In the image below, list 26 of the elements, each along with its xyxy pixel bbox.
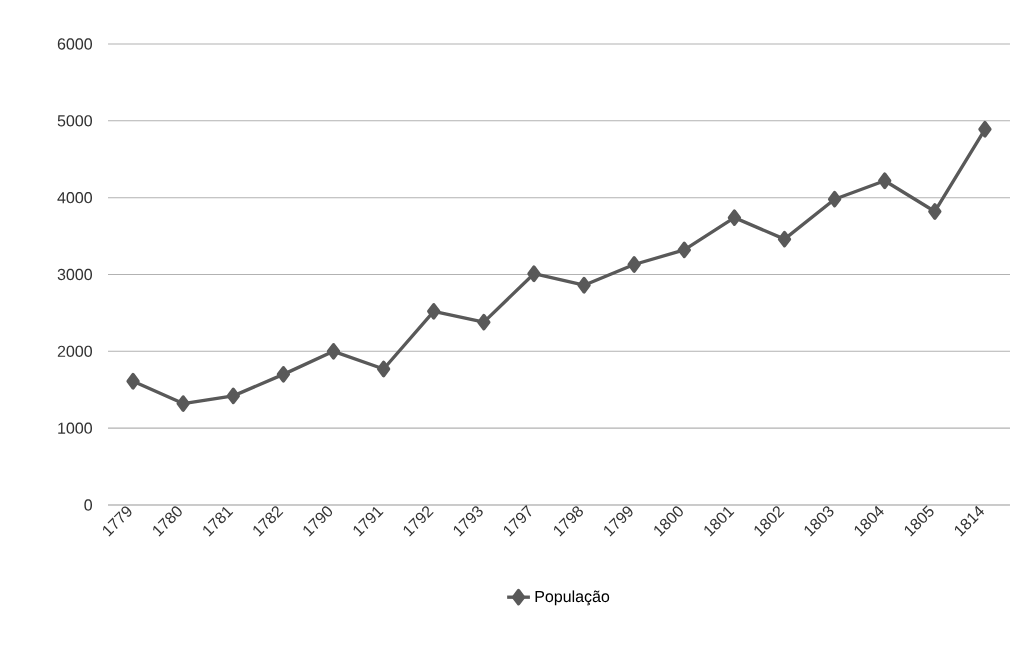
- point: [176, 395, 190, 412]
- y-tick-label: 2000: [57, 345, 93, 357]
- legend-label: População: [535, 590, 610, 606]
- y-tick-label: 0: [84, 499, 93, 511]
- point: [477, 313, 491, 331]
- point: [727, 209, 742, 226]
- y-tick-label: 1000: [58, 422, 93, 434]
- point: [527, 265, 541, 283]
- point: [126, 372, 140, 390]
- y-tick-label: 3000: [57, 268, 93, 281]
- point: [878, 172, 892, 190]
- point: [577, 276, 591, 294]
- point: [226, 387, 240, 405]
- y-tick-label: 5000: [57, 115, 93, 127]
- point: [376, 360, 391, 378]
- point: [777, 230, 792, 248]
- y-tick-label: 6000: [57, 38, 93, 50]
- point: [978, 120, 992, 138]
- point: [928, 203, 942, 220]
- point: [276, 366, 291, 383]
- point: [326, 342, 341, 360]
- point: [827, 190, 842, 208]
- y-tick-label: 4000: [57, 192, 93, 204]
- point: [427, 303, 441, 320]
- point: [627, 256, 641, 273]
- point: [677, 241, 691, 259]
